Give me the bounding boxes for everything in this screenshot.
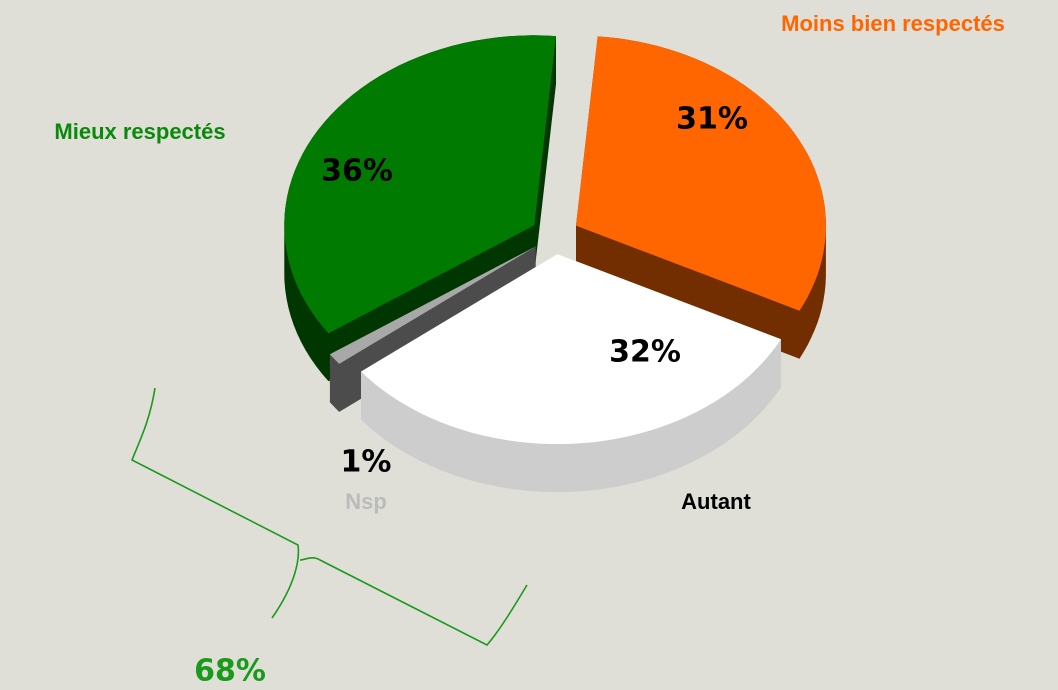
value-label: 36% [321, 154, 393, 189]
slice [329, 246, 536, 364]
slice [576, 36, 826, 311]
value-label: 1% [341, 445, 392, 480]
value-label: 32% [609, 335, 681, 370]
category-label: Nsp [345, 489, 387, 514]
category-label: Autant [681, 489, 751, 514]
category-label: Moins bien respectés [781, 11, 1005, 36]
annotation: 68% [194, 654, 266, 689]
slice [284, 35, 556, 334]
slice [361, 254, 781, 445]
value-label: 31% [676, 102, 748, 137]
brace [130, 387, 528, 646]
category-label: Mieux respectés [54, 119, 225, 144]
